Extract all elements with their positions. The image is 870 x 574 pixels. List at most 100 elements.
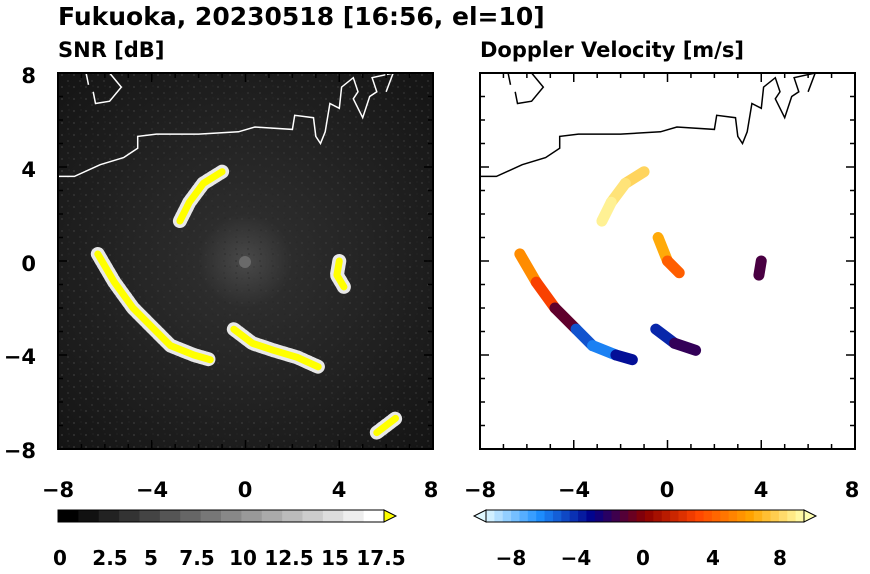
velocity-colorbar-swatch <box>502 510 512 522</box>
snr-colorbar-swatch <box>200 510 222 522</box>
snr-colorbar-swatch <box>363 510 385 522</box>
velocity-colorbar-swatch <box>745 510 755 522</box>
velocity-plot-area <box>479 72 856 450</box>
snr-colorbar-label: 5 <box>144 546 158 570</box>
snr-colorbar-swatch <box>343 510 365 522</box>
velocity-echo-segment <box>662 255 685 279</box>
velocity-panel-title: Doppler Velocity [m/s] <box>480 38 744 62</box>
island-outline <box>507 73 545 105</box>
velocity-colorbar-swatch <box>552 510 562 522</box>
snr-colorbar-label: 15 <box>321 546 349 570</box>
velocity-colorbar-swatch <box>527 510 537 522</box>
velocity-colorbar-swatch <box>519 510 529 522</box>
velocity-colorbar-swatch <box>645 510 654 522</box>
snr-colorbar-swatch <box>302 510 324 522</box>
coastline-path <box>58 73 395 178</box>
snr-x-tick-label: 4 <box>332 478 347 502</box>
snr-coastline <box>58 73 395 178</box>
velocity-colorbar-swatch <box>619 510 629 522</box>
velocity-axis-ticks <box>479 72 856 450</box>
velocity-colorbar-swatch <box>703 510 713 522</box>
velocity-colorbar-swatch <box>728 510 738 522</box>
velocity-echo-segment <box>753 255 767 281</box>
snr-y-tick-label: 8 <box>21 64 36 88</box>
snr-x-tick-label: −4 <box>136 478 168 502</box>
snr-echo-band <box>373 414 399 437</box>
snr-colorbar-labels: 0 2.5 5 7.5 10 12.5 15 17.5 <box>53 546 406 570</box>
snr-colorbar-swatch <box>261 510 283 522</box>
velocity-colorbar-swatch <box>770 510 780 522</box>
velocity-colorbar-swatch <box>678 510 688 522</box>
velocity-x-tick-label: 4 <box>754 478 769 502</box>
velocity-colorbar-swatch <box>753 510 763 522</box>
snr-panel-title: SNR [dB] <box>58 38 164 62</box>
snr-x-tick-labels: −8 −4 0 4 8 <box>42 478 438 502</box>
velocity-colorbar-swatch <box>737 510 746 522</box>
velocity-colorbar-swatch <box>536 510 546 522</box>
velocity-colorbar-swatch <box>486 510 495 522</box>
velocity-colorbar-swatch <box>561 510 571 522</box>
snr-colorbar-swatch <box>221 510 242 522</box>
snr-colorbar-swatch <box>322 510 344 522</box>
velocity-colorbar-swatch <box>795 510 805 522</box>
velocity-colorbar-swatch <box>711 510 721 522</box>
velocity-colorbar-extend-max <box>803 509 818 523</box>
snr-axis-ticks <box>57 72 434 450</box>
snr-y-tick-labels: 8 4 0 −4 −8 <box>4 64 36 463</box>
snr-colorbar-swatch <box>58 510 79 522</box>
velocity-colorbar-swatch <box>686 510 696 522</box>
velocity-colorbar-label: 8 <box>773 546 787 570</box>
velocity-colorbar-swatch <box>787 510 797 522</box>
velocity-echo-segment <box>596 196 617 227</box>
velocity-colorbar-swatch <box>578 510 587 522</box>
velocity-coastline <box>480 73 817 178</box>
velocity-colorbar-swatch <box>653 510 663 522</box>
velocity-colorbar <box>472 509 818 523</box>
velocity-colorbar-swatch <box>720 510 730 522</box>
snr-colorbar-frame <box>57 509 385 523</box>
velocity-colorbar-label: −4 <box>561 546 592 570</box>
snr-colorbar-label: 2.5 <box>92 546 127 570</box>
radar-site-marker <box>239 256 251 268</box>
velocity-colorbar-swatch <box>762 510 772 522</box>
snr-plot-area <box>57 72 434 450</box>
snr-echo-band <box>230 325 322 371</box>
snr-colorbar-swatch <box>282 510 303 522</box>
snr-colorbar-label: 17.5 <box>356 546 405 570</box>
snr-y-tick-label: −8 <box>4 439 36 463</box>
velocity-colorbar-label: −8 <box>496 546 527 570</box>
snr-y-tick-label: 0 <box>21 252 36 276</box>
velocity-colorbar-swatch <box>628 510 638 522</box>
velocity-colorbar-swatch <box>511 510 520 522</box>
snr-colorbar-swatch <box>119 510 140 522</box>
velocity-colorbar-swatch <box>544 510 554 522</box>
snr-colorbar-swatch <box>139 510 161 522</box>
snr-echo-band <box>94 250 214 364</box>
snr-y-tick-label: 4 <box>21 158 36 182</box>
velocity-colorbar-label: 4 <box>706 546 720 570</box>
velocity-x-tick-label: −8 <box>464 478 496 502</box>
velocity-colorbar-swatch <box>603 510 613 522</box>
velocity-colorbar-labels: −8 −4 0 4 8 <box>496 546 787 570</box>
snr-x-tick-label: 0 <box>238 478 253 502</box>
snr-colorbar-label: 12.5 <box>264 546 313 570</box>
snr-colorbar-extend-max <box>383 509 398 523</box>
snr-colorbar-swatch <box>241 510 263 522</box>
velocity-echo-segment <box>610 349 638 366</box>
velocity-x-tick-label: 0 <box>660 478 675 502</box>
snr-colorbar-swatch <box>180 510 202 522</box>
snr-colorbar-label: 7.5 <box>179 546 214 570</box>
velocity-colorbar-swatch <box>636 510 646 522</box>
velocity-x-tick-label: −4 <box>558 478 590 502</box>
velocity-colorbar-swatch <box>670 510 679 522</box>
velocity-colorbar-swatch <box>661 510 671 522</box>
snr-colorbar-swatch <box>98 510 120 522</box>
island-outline <box>85 73 123 105</box>
snr-colorbar-label: 10 <box>229 546 257 570</box>
velocity-colorbar-swatch <box>494 510 504 522</box>
snr-x-tick-label: 8 <box>424 478 439 502</box>
velocity-colorbar-swatch <box>611 510 621 522</box>
snr-echo-band <box>333 257 348 291</box>
velocity-colorbar-swatch <box>569 510 579 522</box>
